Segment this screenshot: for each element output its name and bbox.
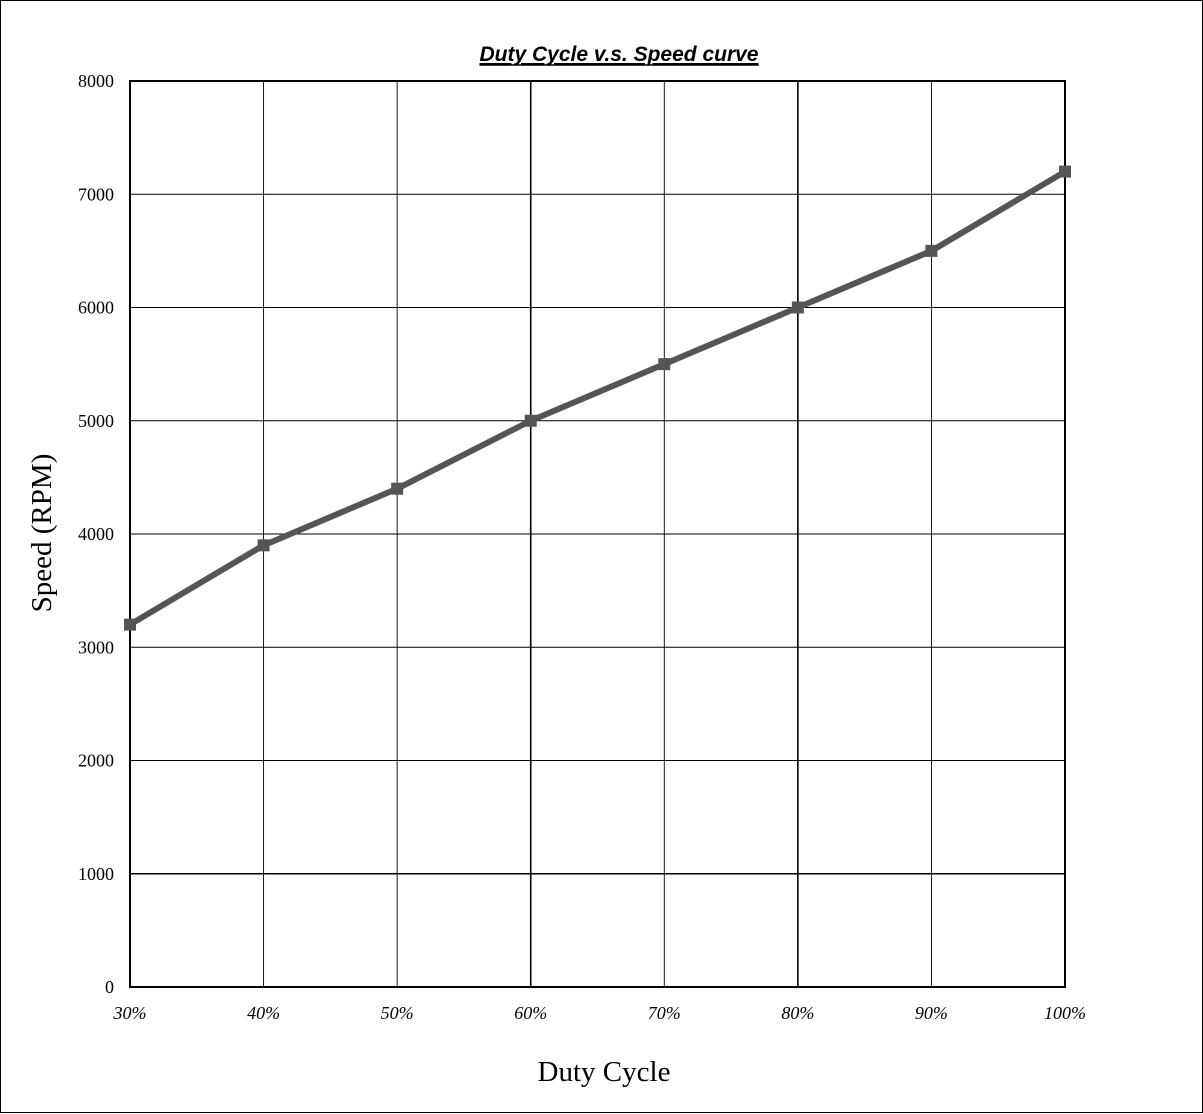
y-tick-label-0: 0 <box>105 977 114 997</box>
series-layer <box>124 165 1071 631</box>
data-point-30pct <box>124 618 136 631</box>
x-tick-label-0: 30% <box>113 1003 147 1023</box>
data-point-80pct <box>791 301 804 314</box>
y-tick-label-1000: 1000 <box>78 864 114 884</box>
series-line-0 <box>128 169 1067 628</box>
x-tick-labels: 30% 40% 50% 60% 70% 80% 90% 100% <box>113 1003 1087 1023</box>
x-tick-label-7: 100% <box>1044 1003 1086 1023</box>
x-tick-label-3: 60% <box>514 1003 547 1023</box>
plot-area-border <box>129 80 1066 988</box>
data-point-50pct <box>391 482 404 495</box>
y-tick-label-8000: 8000 <box>78 71 114 91</box>
y-tick-label-3000: 3000 <box>78 637 114 657</box>
y-tick-label-5000: 5000 <box>78 411 114 431</box>
y-axis-label: Speed (RPM) <box>26 454 58 613</box>
x-tick-label-4: 70% <box>648 1003 681 1023</box>
data-point-40pct <box>257 539 270 552</box>
y-tick-label-7000: 7000 <box>78 184 114 204</box>
y-tick-label-2000: 2000 <box>78 751 114 771</box>
x-tick-label-5: 80% <box>781 1003 814 1023</box>
y-tick-label-6000: 6000 <box>78 298 114 318</box>
x-tick-label-1: 40% <box>247 1003 280 1023</box>
x-tick-label-6: 90% <box>915 1003 948 1023</box>
y-tick-label-4000: 4000 <box>78 524 114 544</box>
chart-title: Duty Cycle v.s. Speed curve <box>480 43 759 66</box>
data-point-60pct <box>524 414 537 427</box>
data-point-100pct <box>1059 165 1071 178</box>
x-axis-label: Duty Cycle <box>538 1056 671 1088</box>
grid-layer <box>129 80 1066 988</box>
data-point-70pct <box>658 358 671 371</box>
data-point-90pct <box>925 244 938 257</box>
y-tick-labels: 0 1000 2000 3000 4000 5000 6000 7000 8000 <box>78 71 114 997</box>
x-tick-label-2: 50% <box>381 1003 414 1023</box>
